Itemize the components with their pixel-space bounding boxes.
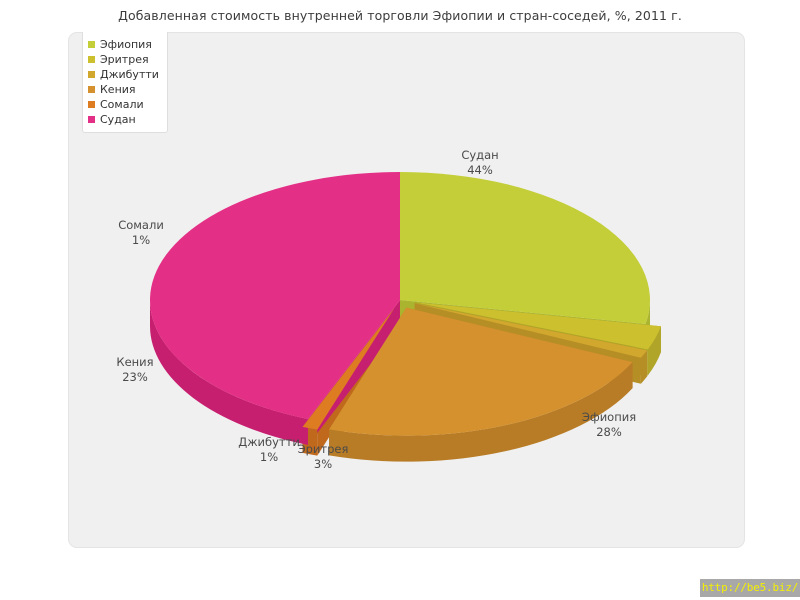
- legend-swatch-icon: [88, 86, 95, 93]
- slice-label-keniya: Кения 23%: [95, 355, 175, 385]
- page-title: Добавленная стоимость внутренней торговл…: [118, 8, 682, 23]
- slice-label-efiopiya: Эфиопия 28%: [562, 410, 656, 440]
- legend-swatch-icon: [88, 71, 95, 78]
- legend-item[interactable]: Джибутти: [88, 67, 163, 82]
- slice-label-eritreya-value: 3%: [313, 457, 333, 471]
- chart-legend: Эфиопия Эритрея Джибутти Кения Сомали Судан: [82, 32, 168, 133]
- slice-label-sudan: Судан 44%: [433, 148, 527, 178]
- pie-slice-rim: [150, 300, 308, 446]
- legend-item-label: Эритрея: [100, 53, 149, 66]
- watermark-link[interactable]: http://be5.biz/: [700, 579, 800, 597]
- legend-item[interactable]: Эфиопия: [88, 37, 163, 52]
- legend-item-label: Кения: [100, 83, 136, 96]
- slice-label-efiopiya-name: Эфиопия: [581, 410, 637, 424]
- legend-item[interactable]: Сомали: [88, 97, 163, 112]
- slice-label-dzhibuti-value: 1%: [259, 450, 279, 464]
- legend-item-label: Джибутти: [100, 68, 159, 81]
- slice-label-keniya-value: 23%: [122, 370, 148, 384]
- pie-slice-rim: [640, 350, 648, 384]
- pie-slice-3[interactable]: [329, 307, 633, 436]
- pie-top-faces: [150, 172, 661, 436]
- slice-label-dzhibuti: Джибутти 1%: [224, 435, 314, 465]
- slice-label-eritreya: Эритрея 3%: [278, 442, 368, 472]
- pie-chart: [150, 172, 661, 462]
- slice-label-somali: Сомали 1%: [103, 218, 179, 248]
- pie-slice-edge: [307, 300, 400, 446]
- legend-swatch-icon: [88, 101, 95, 108]
- pie-slice-2[interactable]: [414, 303, 648, 358]
- slice-label-somali-name: Сомали: [118, 218, 164, 232]
- legend-item-label: Судан: [100, 113, 136, 126]
- legend-swatch-icon: [88, 56, 95, 63]
- pie-slice-rim: [647, 326, 661, 376]
- pie-slice-rim: [329, 362, 633, 462]
- slice-label-eritreya-name: Эритрея: [297, 442, 349, 456]
- legend-item[interactable]: Эритрея: [88, 52, 163, 67]
- legend-swatch-icon: [88, 41, 95, 48]
- legend-item-label: Эфиопия: [100, 38, 152, 51]
- slice-label-keniya-name: Кения: [116, 355, 154, 369]
- legend-item[interactable]: Судан: [88, 112, 163, 127]
- pie-slice-5[interactable]: [150, 172, 400, 420]
- legend-swatch-icon: [88, 116, 95, 123]
- slice-label-efiopiya-value: 28%: [596, 425, 622, 439]
- slice-label-somali-value: 1%: [131, 233, 151, 247]
- slice-label-sudan-name: Судан: [461, 148, 499, 162]
- legend-item[interactable]: Кения: [88, 82, 163, 97]
- pie-slice-4[interactable]: [302, 307, 395, 430]
- slice-label-dzhibuti-name: Джибутти: [238, 435, 300, 449]
- slice-label-sudan-value: 44%: [467, 163, 493, 177]
- legend-item-label: Сомали: [100, 98, 144, 111]
- pie-slice-1[interactable]: [415, 302, 661, 350]
- pie-slice-0[interactable]: [400, 172, 651, 324]
